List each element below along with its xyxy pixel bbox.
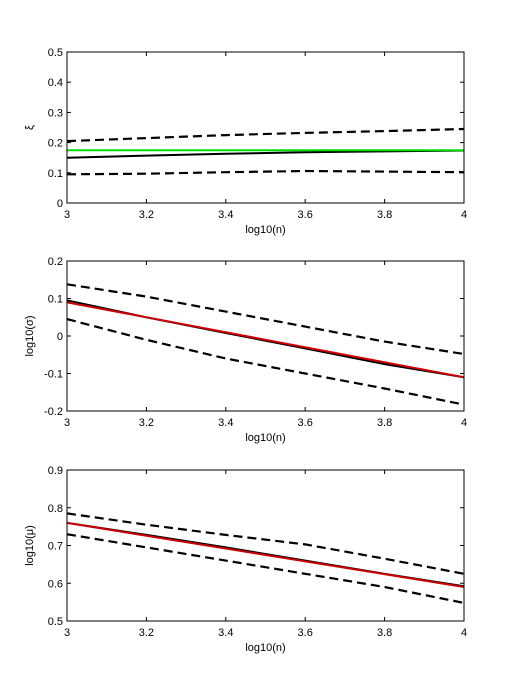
plot-frame bbox=[66, 51, 465, 204]
y-tick-label: 0.5 bbox=[48, 616, 63, 628]
x-tick-label: 3.2 bbox=[139, 417, 154, 429]
y-tick-label: -0.2 bbox=[44, 406, 63, 418]
series-line-3-solid bbox=[67, 521, 464, 588]
series-line-2-solid bbox=[67, 149, 464, 159]
y-tick-label: 0.6 bbox=[48, 578, 63, 590]
y-tick-label: 0.5 bbox=[48, 47, 63, 59]
x-tick-label: 3.4 bbox=[218, 209, 233, 221]
y-tick-label: 0.4 bbox=[48, 77, 63, 89]
x-tick-label: 3.6 bbox=[298, 627, 313, 639]
series-line-4-dashed bbox=[67, 169, 464, 176]
y-tick-label: -0.1 bbox=[44, 369, 63, 381]
plot-area bbox=[67, 261, 464, 411]
y-tick-label: 0 bbox=[57, 331, 63, 343]
y-tick-label: 0.3 bbox=[48, 107, 63, 119]
x-tick-label: 4 bbox=[461, 209, 467, 221]
y-tick-label: 0.9 bbox=[48, 465, 63, 477]
x-axis-label: log10(n) bbox=[245, 642, 285, 654]
y-axis-label: log10(μ) bbox=[24, 525, 36, 566]
y-tick-label: 0.2 bbox=[48, 256, 63, 268]
y-tick-label: 0.7 bbox=[48, 541, 63, 553]
series-line-1-dashed bbox=[67, 283, 464, 356]
x-tick-label: 3 bbox=[64, 417, 70, 429]
y-tick-label: 0.8 bbox=[48, 503, 63, 515]
x-axis-label: log10(n) bbox=[245, 432, 285, 444]
plot-area bbox=[67, 470, 464, 621]
chart-3: 3 3.2 3.4 3.6 3.8 4 0.5 0.6 0.7 0.8 0.9 log10(n) log… bbox=[24, 465, 467, 654]
y-axis-label: ξ bbox=[24, 125, 36, 130]
x-tick-label: 3 bbox=[64, 627, 70, 639]
x-tick-label: 4 bbox=[461, 417, 467, 429]
chart-1: 3 3.2 3.4 3.6 3.8 4 0 0.1 0.2 0.3 0.4 0.5 log10(n) ξ bbox=[24, 47, 467, 236]
x-tick-label: 3.8 bbox=[377, 417, 392, 429]
series-line-4-dashed bbox=[67, 533, 464, 604]
x-axis-label: log10(n) bbox=[245, 224, 285, 236]
x-tick-label: 3.8 bbox=[377, 627, 392, 639]
x-tick-label: 3.6 bbox=[298, 417, 313, 429]
series-group bbox=[67, 127, 464, 176]
y-tick-label: 0.1 bbox=[48, 294, 63, 306]
y-tick-label: 0.1 bbox=[48, 168, 63, 180]
plot-area bbox=[67, 52, 464, 203]
x-tick-label: 3.4 bbox=[218, 627, 233, 639]
x-tick-label: 3.2 bbox=[139, 209, 154, 221]
y-tick-label: 0 bbox=[57, 198, 63, 210]
series-line-1-dashed bbox=[67, 127, 464, 143]
x-tick-label: 3 bbox=[64, 209, 70, 221]
x-tick-label: 3.2 bbox=[139, 627, 154, 639]
x-tick-label: 3.8 bbox=[377, 209, 392, 221]
series-line-4-dashed bbox=[67, 318, 464, 406]
x-tick-label: 3.6 bbox=[298, 209, 313, 221]
series-group bbox=[67, 512, 464, 604]
x-tick-label: 4 bbox=[461, 627, 467, 639]
y-axis-label: log10(σ) bbox=[24, 315, 36, 356]
chart-2: 3 3.2 3.4 3.6 3.8 4 -0.2 -0.1 0 0.1 0.2 log10(n) log… bbox=[24, 256, 467, 444]
series-line-1-dashed bbox=[67, 512, 464, 575]
series-group bbox=[67, 283, 464, 406]
series-line-3-solid bbox=[67, 301, 464, 379]
x-tick-label: 3.4 bbox=[218, 417, 233, 429]
y-tick-label: 0.2 bbox=[48, 138, 63, 150]
